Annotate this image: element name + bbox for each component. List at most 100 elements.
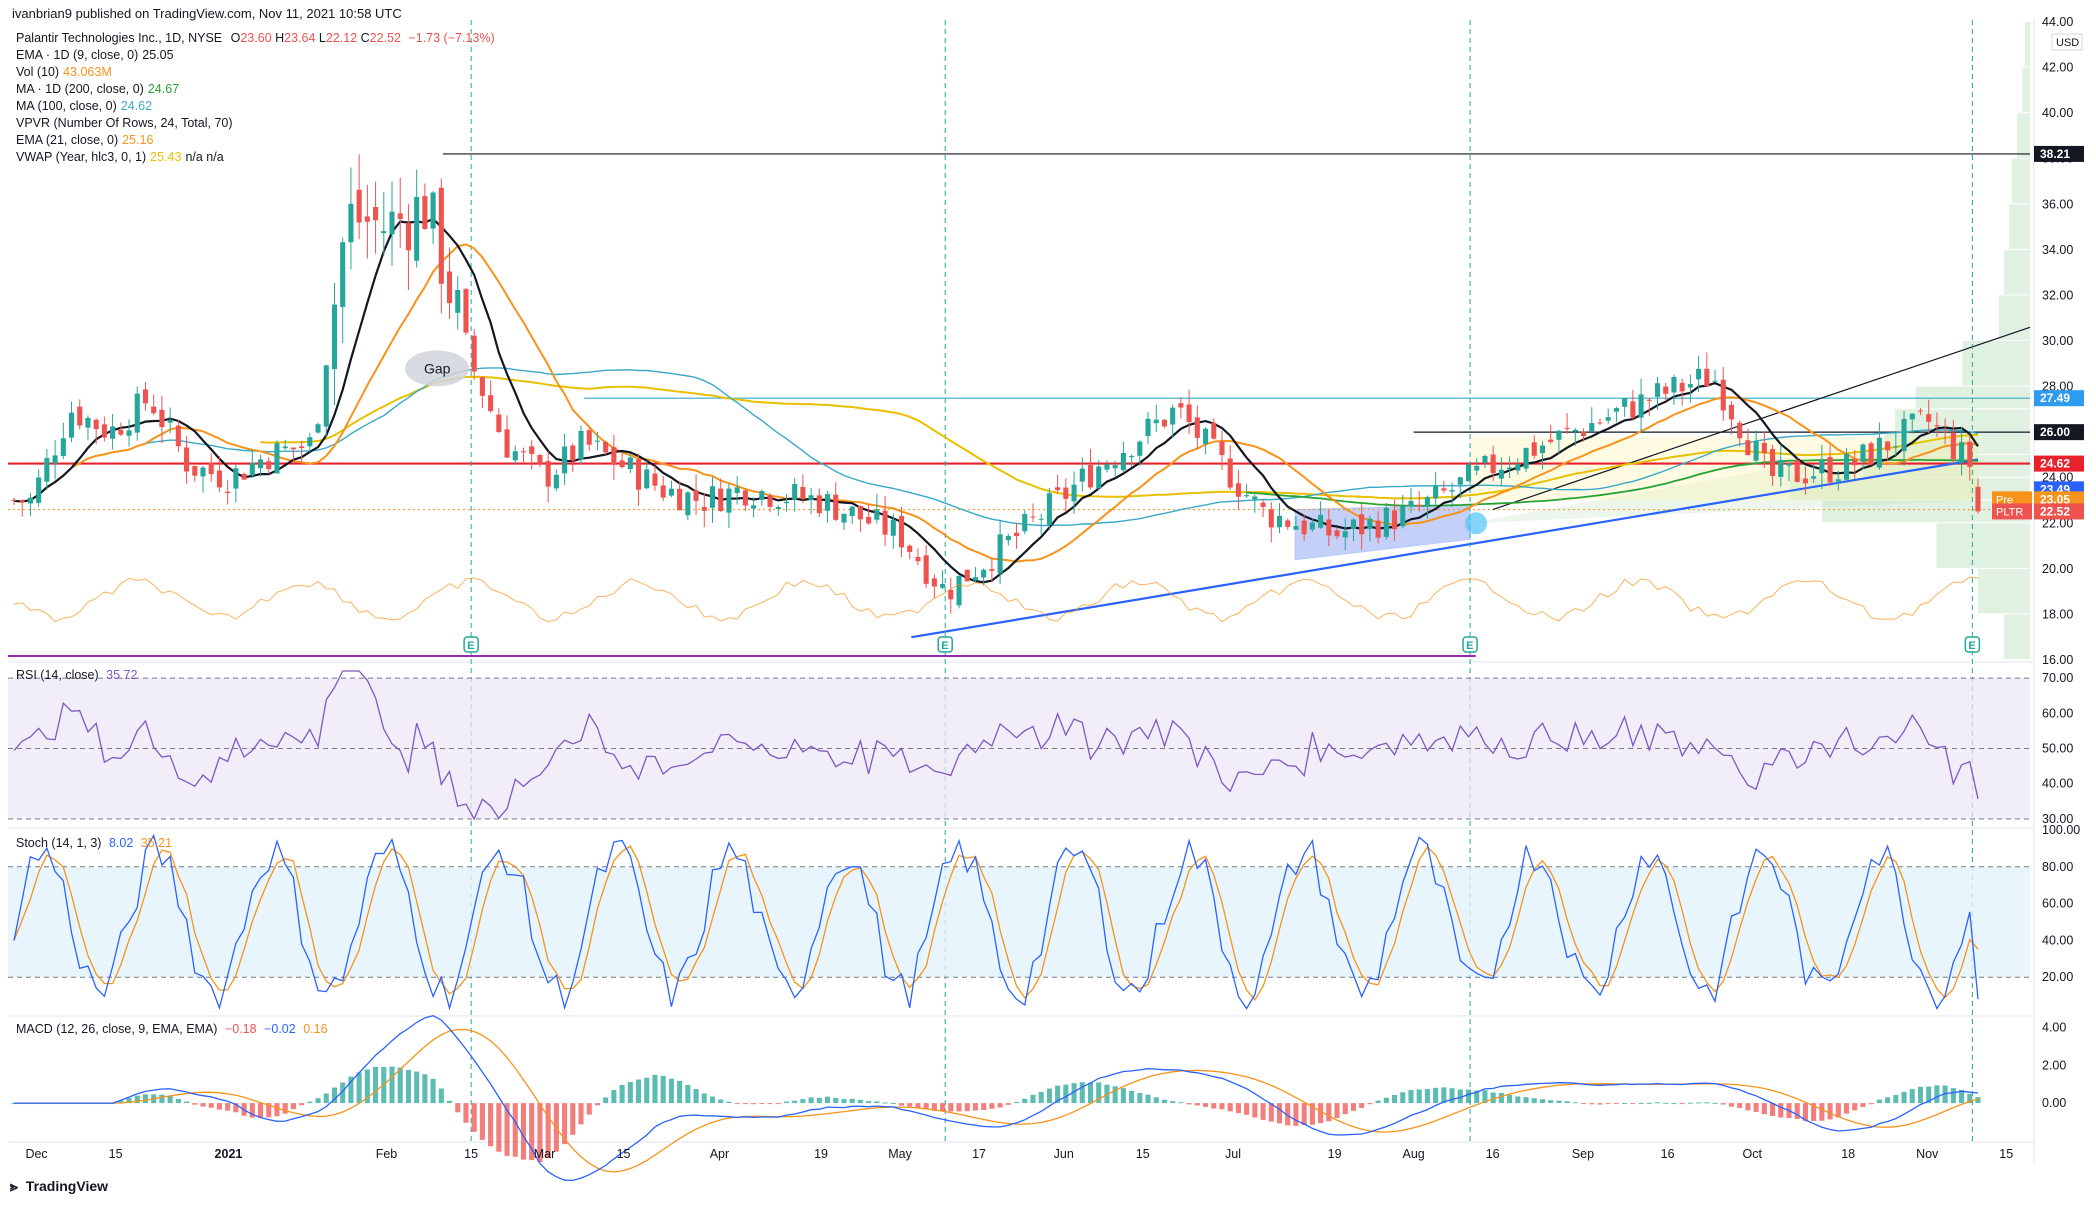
currency-badge[interactable] — [2051, 33, 2083, 51]
triangle-pattern-zone — [1294, 504, 1471, 561]
stoch-legend[interactable]: Stoch (14, 1, 3) 8.02 35.21 — [16, 836, 173, 850]
macd-histogram-bar — [1129, 1090, 1135, 1104]
candle-body — [940, 583, 946, 588]
macd-histogram-bar — [948, 1103, 954, 1112]
macd-histogram-bar — [1745, 1103, 1751, 1111]
rsi-legend[interactable]: RSI (14, close) 35.72 — [16, 668, 138, 682]
indicator-row[interactable]: VWAP (Year, hlc3, 0, 1) 25.43 n/a n/a — [16, 149, 495, 166]
volume-profile-row — [1962, 341, 2030, 386]
candle-body — [1268, 509, 1274, 528]
candle-body — [1638, 394, 1644, 418]
candle-body — [488, 395, 494, 412]
time-axis-label: 15 — [617, 1147, 631, 1161]
indicator-row[interactable]: Vol (10) 43.063M — [16, 64, 495, 81]
candle-body — [266, 461, 272, 470]
candle-body — [981, 569, 987, 578]
indicator-value: 25.43 — [150, 150, 182, 164]
candle-body — [1326, 519, 1332, 536]
candle-body — [274, 443, 280, 474]
candle-body — [257, 459, 264, 469]
candle-body — [677, 488, 683, 511]
candle-body — [874, 509, 880, 520]
macd-histogram-bar — [1654, 1102, 1661, 1104]
macd-histogram-bar — [668, 1078, 674, 1104]
candle-body — [323, 365, 329, 427]
macd-histogram-bar — [874, 1101, 880, 1104]
price-axis-tick: 30.00 — [2042, 334, 2073, 348]
tradingview-footer[interactable]: ⪢ TradingView — [10, 1178, 108, 1195]
candle-body — [1408, 500, 1414, 507]
stoch-axis-tick: 100.00 — [2042, 823, 2080, 837]
price-badge — [2034, 390, 2084, 407]
earnings-marker-label: E — [1466, 640, 1473, 652]
candle-body — [734, 487, 740, 493]
candle-body — [816, 495, 822, 514]
candle-body — [767, 495, 773, 507]
candle-body — [553, 474, 559, 489]
rsi-axis-tick: 40.00 — [2042, 777, 2073, 791]
candle-body — [381, 231, 387, 234]
candle-body — [11, 499, 17, 501]
currency-label: USD — [2056, 37, 2079, 49]
candle-body — [1424, 497, 1430, 507]
candle-body — [800, 486, 806, 500]
volume-profile-row — [2017, 113, 2030, 158]
earnings-marker[interactable] — [937, 636, 953, 653]
candle-body — [1433, 485, 1439, 499]
candle-body — [1770, 448, 1776, 477]
time-axis-label: Nov — [1916, 1147, 1939, 1161]
macd-histogram-bar — [1605, 1103, 1611, 1105]
earnings-marker[interactable] — [1964, 636, 1981, 653]
gap-annotation-text: Gap — [424, 360, 451, 376]
symbol-name[interactable]: Palantir Technologies Inc., 1D, NYSE — [16, 31, 223, 45]
macd-histogram-bar — [857, 1099, 863, 1104]
candle-body — [1901, 418, 1907, 452]
candle-body — [824, 494, 831, 511]
indicator-value: 43.063M — [63, 65, 112, 79]
candle-body — [964, 569, 970, 582]
macd-histogram-bar — [660, 1075, 666, 1104]
macd-histogram-bar — [898, 1103, 905, 1106]
macd-histogram-bar — [1893, 1094, 1899, 1104]
indicator-row[interactable]: VPVR (Number Of Rows, 24, Total, 70) — [16, 115, 495, 132]
macd-histogram-bar — [1013, 1101, 1020, 1104]
candle-body — [225, 491, 231, 494]
macd-histogram-bar — [389, 1066, 395, 1104]
macd-histogram-bar — [1712, 1102, 1718, 1104]
macd-legend[interactable]: MACD (12, 26, close, 9, EMA, EMA) −0.18 … — [16, 1022, 328, 1036]
candle-body — [1046, 493, 1052, 525]
candle-body — [364, 216, 370, 222]
candle-body — [118, 429, 124, 435]
indicator-label: EMA · 1D (9, close, 0) — [16, 48, 139, 62]
macd-histogram-bar — [1120, 1088, 1126, 1104]
time-axis-label: Jun — [1054, 1147, 1074, 1161]
macd-histogram-bar — [1424, 1089, 1430, 1104]
candle-body — [693, 490, 699, 501]
macd-histogram-bar — [373, 1066, 379, 1104]
price-axis-tick: 24.00 — [2042, 471, 2073, 485]
indicator-row[interactable]: EMA · 1D (9, close, 0) 25.05 — [16, 47, 495, 64]
candle-body — [1950, 432, 1956, 460]
macd-histogram-bar — [504, 1103, 510, 1156]
macd-histogram-bar — [611, 1089, 617, 1104]
candle-body — [1926, 414, 1932, 422]
candle-body — [1589, 422, 1595, 432]
macd-histogram-bar — [225, 1103, 231, 1111]
indicator-row[interactable]: EMA (21, close, 0) 25.16 — [16, 132, 495, 149]
macd-histogram-bar — [1597, 1103, 1603, 1105]
earnings-marker[interactable] — [463, 636, 479, 653]
candle-body — [85, 417, 91, 428]
price-axis-tick: 34.00 — [2042, 243, 2073, 257]
time-axis-label: 15 — [109, 1147, 123, 1161]
earnings-marker[interactable] — [1462, 636, 1478, 653]
macd-histogram-bar — [529, 1103, 535, 1161]
macd-histogram-bar — [142, 1094, 149, 1104]
candle-body — [1457, 477, 1463, 485]
candle-body — [1802, 478, 1808, 484]
indicator-row[interactable]: MA · 1D (200, close, 0) 24.67 — [16, 81, 495, 98]
macd-histogram-bar — [488, 1103, 494, 1147]
macd-histogram-bar — [1630, 1103, 1636, 1105]
indicator-row[interactable]: MA (100, close, 0) 24.62 — [16, 98, 495, 115]
price-axis-tick: 44.00 — [2042, 15, 2073, 29]
